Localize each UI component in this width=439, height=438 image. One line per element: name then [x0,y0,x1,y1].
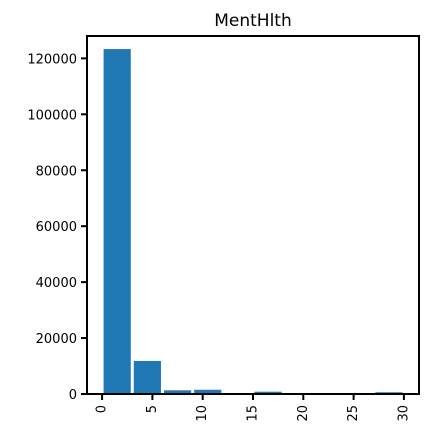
y-tick-label-0: 0 [69,388,77,403]
chart-title: MentHlth [214,11,292,31]
x-tick-label-1: 5 [145,405,160,413]
x-tick-label-3: 15 [246,405,261,422]
bars-group [102,48,404,395]
y-tick-label-3: 60000 [36,220,77,235]
x-tick-label-4: 20 [296,405,311,422]
x-tick-label-6: 30 [396,405,411,422]
x-axis: 0 5 10 15 20 25 30 [95,394,411,422]
y-tick-label-6: 120000 [27,52,77,67]
y-axis: 0 20000 40000 60000 80000 100000 120000 [27,52,87,403]
y-tick-label-2: 40000 [36,276,77,291]
y-tick-label-1: 20000 [36,332,77,347]
histogram-bar-0 [102,48,132,395]
y-tick-label-5: 100000 [27,108,77,123]
x-tick-label-5: 25 [346,405,361,422]
histogram-bar-1 [132,359,162,395]
y-tick-label-4: 80000 [36,164,77,179]
x-tick-label-2: 10 [195,405,210,422]
x-tick-label-0: 0 [95,405,110,413]
plot-frame [86,35,420,395]
